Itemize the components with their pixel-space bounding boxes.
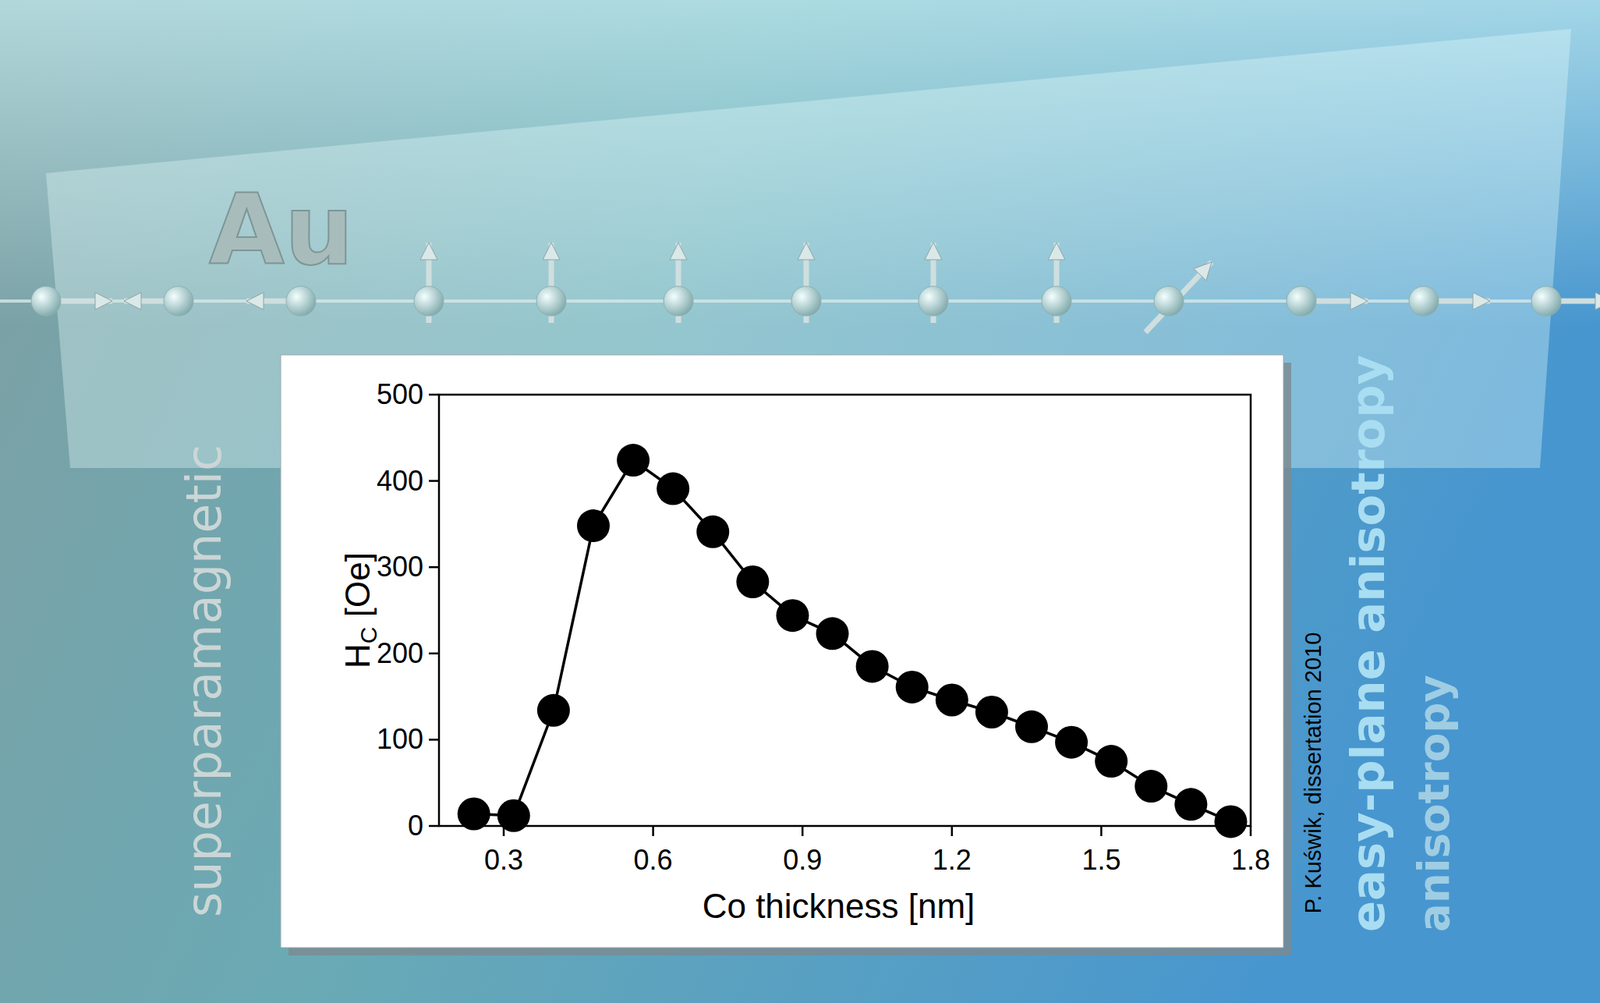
spin-arrow-head: [542, 242, 560, 260]
chart-panel: [280, 354, 1284, 948]
data-line: [474, 460, 1232, 822]
data-point: [616, 443, 650, 477]
atom-sphere: [1286, 286, 1317, 316]
atom: [246, 286, 316, 316]
x-tick: [1249, 825, 1253, 836]
data-group: [457, 443, 1248, 838]
spin-arrow-head: [797, 242, 815, 260]
spin-arrow-head: [1472, 292, 1491, 310]
spin-arrow-head: [246, 292, 264, 310]
atom-sphere: [1531, 286, 1562, 316]
x-tick-label: 0.9: [782, 843, 822, 876]
atom: [31, 286, 113, 316]
data-point: [696, 515, 730, 549]
data-point: [1054, 725, 1088, 759]
y-tick-label: 200: [376, 637, 424, 670]
y-tick-label: 400: [376, 464, 424, 497]
spin-arrow-head: [123, 292, 142, 310]
data-point: [736, 565, 769, 599]
data-point: [856, 649, 889, 683]
spin-arrow-head: [1350, 292, 1368, 310]
x-axis-title: Co thickness [nm]: [702, 886, 976, 925]
y-tick: [428, 738, 439, 741]
data-point: [656, 472, 690, 506]
y-tick-label: 300: [376, 550, 424, 583]
spin-arrow-head: [1047, 242, 1066, 260]
atom-sphere: [31, 286, 61, 316]
atom: [1041, 242, 1072, 323]
atom: [1145, 261, 1212, 333]
spin-arrow-head: [1595, 292, 1600, 310]
y-tick-label: 0: [407, 809, 424, 842]
atom-sphere: [918, 286, 949, 316]
atom-sphere: [163, 286, 194, 316]
x-tick-label: 1.2: [932, 843, 972, 876]
data-point: [537, 693, 570, 727]
data-point: [457, 797, 491, 831]
y-tick-label: 500: [376, 378, 424, 411]
data-point: [775, 598, 809, 632]
atom-sphere: [414, 286, 444, 316]
data-point: [935, 683, 969, 717]
data-point: [1174, 787, 1208, 821]
x-tick-label: 1.8: [1231, 843, 1271, 876]
atom-sphere: [286, 286, 316, 316]
spin-arrow: [1145, 261, 1212, 333]
y-tick: [428, 479, 439, 482]
atom: [663, 242, 694, 323]
atom-sphere: [536, 286, 567, 316]
data-point: [816, 616, 850, 650]
data-point: [895, 670, 929, 704]
data-point: [1015, 710, 1048, 744]
spin-arrow-head: [1193, 261, 1212, 281]
spin-arrow-head: [420, 242, 438, 260]
atom: [918, 242, 949, 323]
y-axis-title-sub: C: [355, 626, 382, 644]
y-axis-title-part: H: [338, 643, 377, 669]
atom: [123, 286, 194, 316]
data-point: [1214, 804, 1247, 838]
canvas: Au superparamagnetic easy-plane anisotropy…: [0, 0, 1600, 1003]
spin-arrow-head: [924, 242, 942, 260]
side-label: superparamagnetic: [175, 444, 233, 917]
x-tick-label: 1.5: [1081, 843, 1121, 876]
x-tick: [801, 825, 804, 836]
x-tick: [651, 825, 655, 836]
background: [0, 0, 1600, 1003]
atom: [791, 242, 822, 323]
plot-frame: [438, 394, 1251, 826]
atom: [1531, 286, 1600, 316]
x-tick: [1100, 825, 1103, 836]
x-tick-label: 0.6: [633, 843, 673, 876]
atom-sphere: [1041, 286, 1072, 316]
y-tick: [428, 652, 439, 655]
y-axis-title-part: [Oe]: [338, 552, 377, 627]
spin-arrow-head: [95, 292, 113, 310]
side-label: anisotropy: [1408, 674, 1459, 932]
atom-sphere: [1408, 286, 1439, 316]
atom-sphere: [1153, 286, 1184, 316]
side-label: easy-plane anisotropy: [1341, 354, 1395, 932]
y-axis-title: HC [Oe]: [338, 552, 382, 669]
y-tick: [428, 566, 439, 569]
atom-sphere: [791, 286, 822, 316]
layer-label: Au: [208, 173, 354, 287]
atom: [536, 242, 567, 323]
atom: [414, 242, 444, 323]
atom-sphere: [663, 286, 694, 316]
y-tick: [428, 824, 439, 828]
data-point: [576, 509, 610, 542]
data-point: [497, 799, 531, 832]
data-point: [1094, 744, 1128, 778]
x-tick-label: 0.3: [484, 843, 524, 876]
spin-arrow-head: [669, 242, 687, 260]
y-tick-label: 100: [376, 722, 424, 755]
atom: [1408, 286, 1491, 316]
atom: [1286, 286, 1368, 316]
data-point: [975, 695, 1009, 729]
y-tick: [428, 393, 439, 397]
x-tick: [951, 825, 954, 836]
data-point: [1134, 769, 1168, 803]
credit: P. Kuświk, dissertation 2010: [1300, 632, 1326, 914]
